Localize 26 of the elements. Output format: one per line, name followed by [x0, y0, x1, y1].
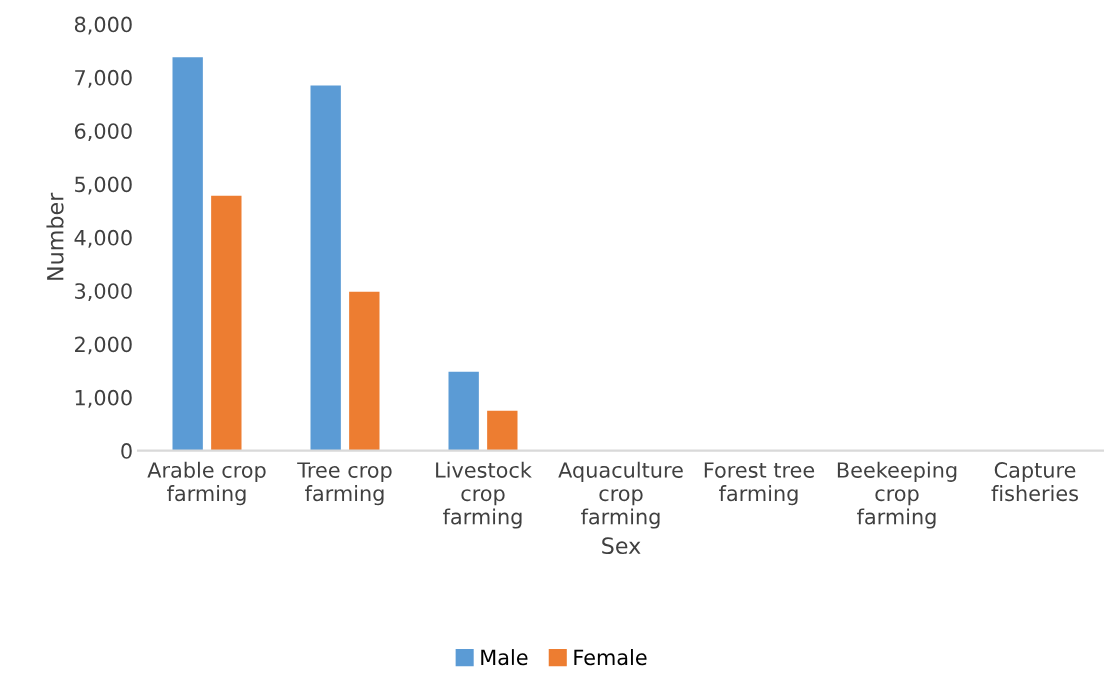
x-tick-label: Forest tree farming: [704, 462, 815, 506]
bar: [349, 291, 380, 451]
bar: [310, 85, 341, 451]
y-tick-label: 3,000: [75, 283, 132, 302]
legend-label: Female: [574, 649, 647, 666]
bar: [487, 410, 518, 451]
y-tick-label: 8,000: [74, 16, 132, 35]
bar: [448, 371, 479, 451]
x-axis-title: Sex: [602, 537, 641, 555]
y-tick-label: 7,000: [75, 69, 132, 88]
bar: [172, 57, 203, 451]
x-tick-label: Tree crop farming: [297, 462, 392, 506]
y-tick-label: 1,000: [75, 389, 132, 408]
y-tick-label: 5,000: [75, 176, 132, 195]
y-tick-label: 0: [121, 443, 132, 459]
x-tick-label: Beekeeping crop farming: [837, 461, 957, 529]
x-tick-label: Livestock crop farming: [436, 461, 532, 529]
x-tick-label: Capture fisheries: [991, 462, 1078, 502]
bar: [211, 195, 242, 451]
x-tick-label: Arable crop farming: [147, 461, 266, 506]
y-tick-label: 6,000: [74, 123, 132, 142]
y-tick-label: 4,000: [74, 229, 132, 248]
legend-label: Male: [481, 649, 528, 666]
y-axis-title: Number: [46, 192, 64, 280]
x-tick-label: Aquaculture crop farming: [558, 461, 683, 529]
y-tick-label: 2,000: [75, 336, 132, 355]
